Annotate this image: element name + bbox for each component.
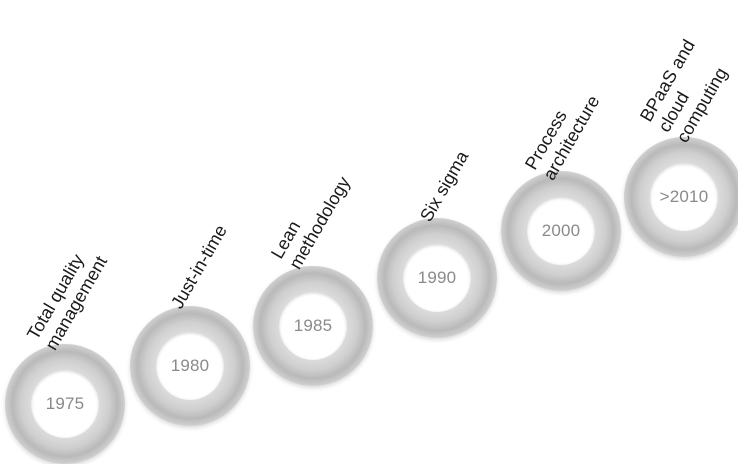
year-label: 1975: [45, 394, 85, 413]
year-ring-center: 1980: [156, 332, 224, 400]
step-label-process-architecture: Process architecture: [521, 92, 604, 184]
step-label-six-sigma: Six sigma: [416, 147, 473, 225]
step-label-just-in-time: Just-in-time: [167, 221, 231, 312]
step-label-bpaas-and-cloud-computing: BPaaS and cloud computing: [636, 36, 732, 146]
step-label-lean-methodology: Lean methodology: [267, 173, 355, 273]
step-label-total-quality-management: Total quality management: [23, 250, 112, 354]
year-label: >2010: [659, 187, 709, 206]
timeline-step-2010-plus: >2010: [624, 137, 738, 257]
year-ring-center: 1990: [403, 244, 471, 312]
year-label: 1980: [170, 356, 210, 375]
timeline-step-1990: 1990: [377, 218, 497, 338]
timeline-step-1975: 1975: [5, 344, 125, 464]
year-ring-center: 1985: [279, 292, 347, 360]
timeline-step-2000: 2000: [501, 171, 621, 291]
year-label: 2000: [541, 221, 581, 240]
year-label: 1985: [293, 316, 333, 335]
timeline-step-1985: 1985: [253, 266, 373, 386]
year-ring-center: >2010: [650, 163, 718, 231]
year-ring-center: 1975: [31, 370, 99, 438]
year-ring-center: 2000: [527, 197, 595, 265]
year-label: 1990: [417, 268, 457, 287]
timeline-step-1980: 1980: [130, 306, 250, 426]
